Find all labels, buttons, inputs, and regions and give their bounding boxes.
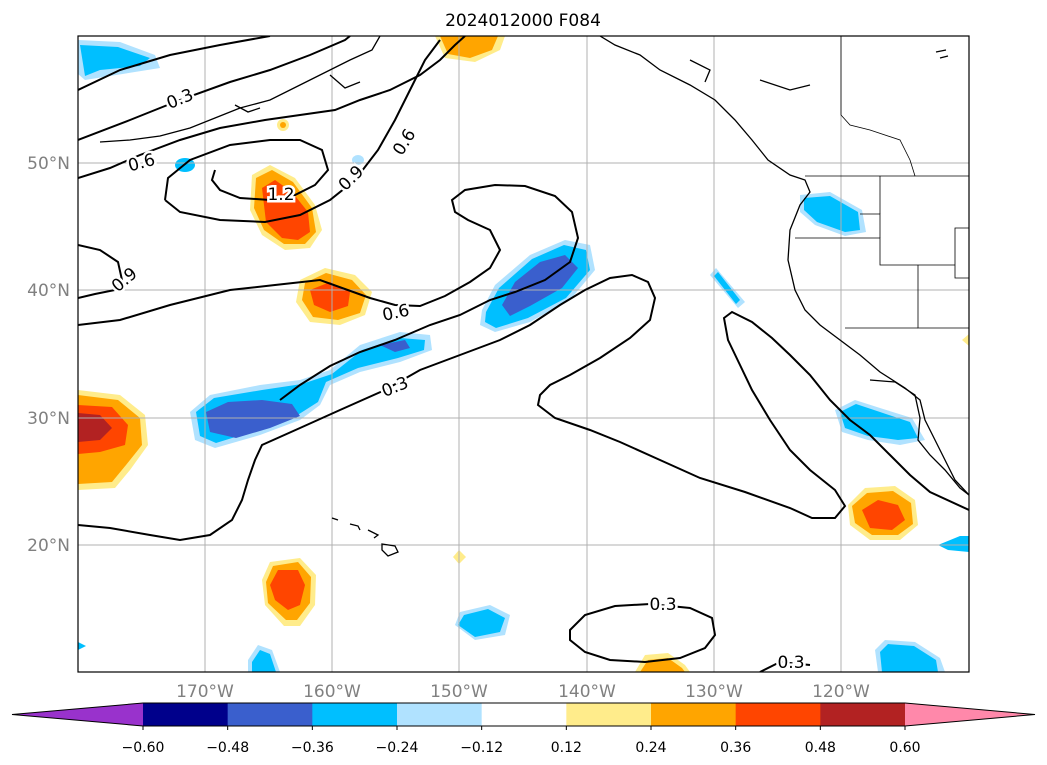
colorbar-swatch [481, 703, 567, 726]
colorbar-tick-label: 0.36 [720, 740, 751, 756]
colorbar-tick-label: −0.48 [206, 740, 249, 756]
lon-label-120w: 120°W [812, 682, 870, 702]
colorbar-swatch [566, 703, 652, 726]
lon-label-130w: 130°W [685, 682, 743, 702]
lon-label-150w: 150°W [430, 682, 488, 702]
map-frame [77, 35, 970, 673]
longitude-labels: 170°W 160°W 150°W 140°W 130°W 120°W [176, 682, 870, 702]
lon-label-170w: 170°W [176, 682, 234, 702]
coastlines [99, 36, 969, 557]
colorbar-tick-label: 0.60 [889, 740, 920, 756]
colorbar-extend-max [905, 703, 1035, 726]
colorbar-tick-labels: −0.60 −0.48 −0.36 −0.24 −0.12 0.12 0.24 0.36 0.4… [122, 726, 921, 756]
colorbar-tick-label: −0.60 [122, 740, 165, 756]
colorbar-swatch [397, 703, 483, 726]
lon-label-140w: 140°W [558, 682, 616, 702]
contour-lines [78, 36, 969, 672]
graticule [78, 36, 969, 672]
colorbar-swatch [312, 703, 398, 726]
colorbar-swatch [143, 703, 229, 726]
contour-label: 1.2 [267, 185, 294, 205]
colorbar-tick-label: −0.12 [460, 740, 503, 756]
colorbar-swatch [820, 703, 906, 726]
lat-label-30n: 30°N [27, 409, 70, 429]
colorbar-swatch [735, 703, 821, 726]
colorbar-tick-label: −0.36 [291, 740, 334, 756]
shaded-anomalies [78, 36, 969, 672]
colorbar [11, 702, 1036, 727]
contour-label: 0.3 [649, 595, 676, 615]
contour-label: 0.3 [777, 653, 804, 673]
political-borders [795, 36, 969, 329]
colorbar-swatch [651, 703, 737, 726]
colorbar-tick-label: 0.12 [551, 740, 582, 756]
lat-label-50n: 50°N [27, 154, 70, 174]
colorbar-tick-label: 0.24 [635, 740, 666, 756]
lon-label-160w: 160°W [303, 682, 361, 702]
colorbar-tick-label: 0.48 [805, 740, 836, 756]
colorbar-extend-min [12, 703, 143, 726]
map-background [78, 36, 969, 672]
colorbar-tick-label: −0.24 [376, 740, 419, 756]
map-title: 2024012000 F084 [445, 11, 601, 31]
latitude-labels: 50°N 40°N 30°N 20°N [27, 154, 70, 556]
lat-label-20n: 20°N [27, 536, 70, 556]
colorbar-swatch [227, 703, 313, 726]
lat-label-40n: 40°N [27, 281, 70, 301]
